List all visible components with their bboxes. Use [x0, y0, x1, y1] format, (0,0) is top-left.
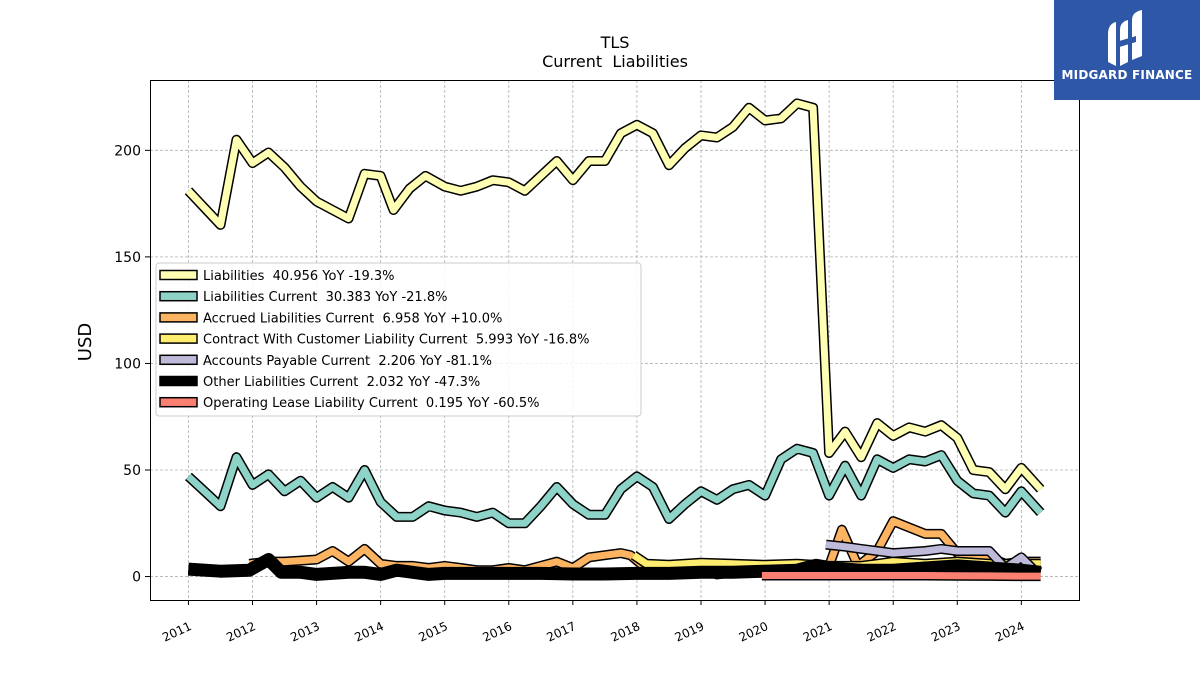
x-tick-label: 2014	[352, 619, 386, 645]
x-tick-label: 2013	[288, 619, 322, 645]
series-accounts-payable-current	[825, 539, 1043, 578]
x-tick-label: 2022	[865, 619, 899, 645]
x-tick-label: 2020	[737, 619, 771, 645]
legend-swatch	[159, 290, 198, 302]
logo-text: MIDGARD FINANCE	[1061, 68, 1193, 82]
series-accrued-liabilities-current	[248, 516, 1041, 580]
legend-label: Liabilities Current 30.383 YoY -21.8%	[203, 290, 447, 305]
series-line	[825, 541, 1042, 576]
series-line	[186, 445, 1044, 527]
legend-label: Contract With Customer Liability Current…	[203, 333, 589, 348]
x-tick-label: 2024	[993, 619, 1027, 645]
midgard-finance-logo: MIDGARD FINANCE	[1054, 0, 1200, 100]
series-liabilities	[184, 98, 1045, 495]
legend-swatch	[159, 354, 198, 366]
legend-label: Other Liabilities Current 2.032 YoY -47.…	[203, 375, 480, 390]
series-other-liabilities-current	[187, 553, 1042, 581]
legend-swatch	[159, 375, 198, 387]
series-liabilities-current	[185, 443, 1045, 529]
x-tick-label: 2021	[801, 619, 835, 645]
y-tick-label: 0	[132, 570, 141, 586]
legend-swatch	[159, 312, 198, 323]
x-tick-label: 2012	[224, 619, 258, 645]
series-line	[761, 572, 1041, 580]
x-tick-label: 2011	[160, 619, 194, 645]
y-tick-label: 150	[114, 250, 141, 266]
x-tick-label: 2016	[480, 619, 514, 645]
legend-swatch	[159, 396, 198, 408]
legend-swatch	[159, 269, 198, 281]
series-operating-lease-liability-current	[761, 570, 1041, 582]
legend-swatch	[159, 333, 198, 344]
y-tick-label: 100	[114, 356, 141, 372]
series-line	[188, 554, 1042, 580]
x-tick-label: 2019	[673, 619, 707, 645]
legend-label: Operating Lease Liability Current 0.195 …	[203, 396, 540, 411]
y-tick-label: 50	[123, 463, 141, 479]
x-tick-label: 2017	[545, 619, 579, 645]
series-line	[248, 517, 1041, 578]
legend-label: Liabilities 40.956 YoY -19.3%	[203, 269, 395, 284]
series-lines	[184, 98, 1045, 582]
chart-subtitle: Current Liabilities	[542, 52, 688, 71]
x-tick-label: 2015	[416, 619, 450, 645]
legend-box	[155, 262, 642, 417]
x-tick-label: 2018	[609, 619, 643, 645]
legend-label: Accrued Liabilities Current 6.958 YoY +1…	[203, 311, 502, 326]
logo-mark-icon	[1108, 10, 1142, 66]
y-tick-label: 200	[114, 143, 141, 159]
series-line	[185, 99, 1044, 493]
x-tick-label: 2023	[929, 619, 963, 645]
chart-title: TLS	[600, 33, 630, 52]
y-axis-label: USD	[75, 323, 96, 361]
legend-label: Accounts Payable Current 2.206 YoY -81.1…	[203, 354, 492, 369]
legend: Liabilities 40.956 YoY -19.3% Liabilities…	[155, 262, 642, 417]
plot-area-frame	[150, 80, 1080, 601]
